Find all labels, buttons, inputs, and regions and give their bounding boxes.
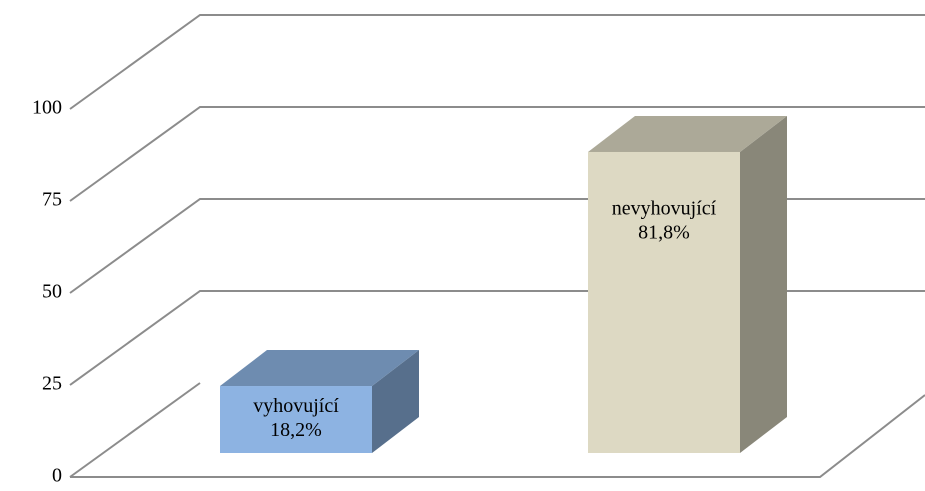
- grid-line: [69, 290, 925, 386]
- y-tick-label: 50: [42, 281, 62, 303]
- grid-line: [69, 198, 925, 294]
- category-label: vyhovující: [253, 395, 339, 417]
- value-label: 18,2%: [270, 419, 322, 441]
- value-label: 81,8%: [638, 222, 690, 244]
- y-tick-label: 75: [42, 189, 62, 211]
- bar-front: [220, 386, 372, 453]
- bar-top: [220, 350, 419, 387]
- grid-line: [69, 382, 201, 478]
- bar-side: [372, 350, 419, 453]
- category-label: nevyhovující: [612, 198, 717, 220]
- bar-front: [588, 151, 740, 453]
- bar: [588, 115, 787, 453]
- y-tick-label: 25: [42, 373, 62, 395]
- bar-side: [740, 115, 787, 453]
- grid-line: [69, 14, 925, 110]
- y-tick-label: 100: [32, 97, 62, 119]
- floor-edge: [70, 394, 925, 478]
- y-tick-label: 0: [52, 465, 62, 486]
- bar: [220, 350, 419, 453]
- bar-top: [588, 115, 787, 152]
- grid-line: [69, 106, 925, 202]
